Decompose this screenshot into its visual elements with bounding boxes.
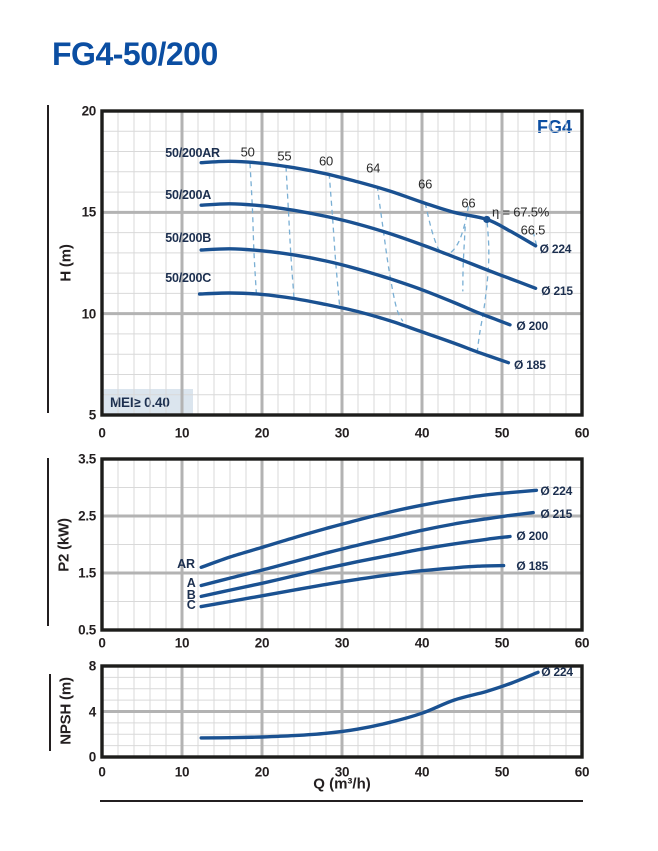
plot-border <box>100 664 584 759</box>
curve-label: 50/200C <box>165 270 212 285</box>
plot-border <box>100 457 584 632</box>
x-tick-label: 30 <box>334 425 350 441</box>
efficiency-label: 66 <box>461 195 476 211</box>
pump-curve <box>199 247 512 327</box>
efficiency-label: 60 <box>318 153 334 169</box>
x-tick-label: 50 <box>494 425 510 441</box>
chart-brand-label: FG4 <box>536 117 572 137</box>
diameter-label: Ø 224 <box>539 242 572 257</box>
x-tick-label: 0 <box>98 425 106 441</box>
bottom-divider-rule <box>100 800 583 802</box>
diameter-label: Ø 224 <box>540 483 573 498</box>
pump-curve <box>199 534 512 599</box>
efficiency-curve <box>376 185 404 322</box>
q-axis-title: Q (m³/h) <box>313 775 371 793</box>
plot-border <box>100 109 584 417</box>
x-tick-label: 20 <box>254 764 270 780</box>
x-tick-label: 10 <box>174 635 190 651</box>
efficiency-label: 64 <box>366 160 381 176</box>
efficiency-label: 66.5 <box>520 222 546 238</box>
p2-axis-side-rule <box>47 458 49 626</box>
y-tick-label: 3.5 <box>78 451 96 467</box>
y-tick-label: 4 <box>88 704 97 719</box>
x-tick-label: 60 <box>574 764 590 780</box>
y-tick-label: 5 <box>88 407 97 423</box>
x-tick-label: 50 <box>494 764 510 780</box>
x-tick-label: 30 <box>334 764 350 780</box>
x-tick-label: 20 <box>254 425 270 441</box>
y-tick-label: 1.5 <box>78 565 96 581</box>
y-tick-label: 20 <box>81 103 97 119</box>
pump-curve <box>199 488 539 569</box>
y-tick-label: 8 <box>88 658 97 674</box>
x-tick-label: 50 <box>494 635 510 651</box>
y-tick-label: 2.5 <box>78 508 96 524</box>
pump-curve <box>197 291 511 365</box>
efficiency-curve <box>476 222 490 353</box>
efficiency-curve <box>424 203 470 255</box>
efficiency-curve <box>532 231 538 245</box>
x-tick-label: 40 <box>414 764 430 780</box>
y-tick-label: 0 <box>88 749 97 765</box>
y-tick-label: 10 <box>81 306 97 322</box>
diameter-label: Ø 200 <box>516 528 549 543</box>
curve-label: B <box>186 587 196 602</box>
x-tick-label: 30 <box>334 635 350 651</box>
diameter-label: Ø 215 <box>540 506 573 521</box>
x-tick-label: 0 <box>98 635 106 651</box>
efficiency-curve <box>328 173 341 306</box>
efficiency-curve <box>462 226 466 292</box>
x-tick-label: 20 <box>254 635 270 651</box>
efficiency-curve <box>249 163 258 295</box>
curve-label: AR <box>177 556 195 571</box>
bep-dot <box>483 215 491 224</box>
efficiency-label: 50 <box>240 144 255 160</box>
x-tick-label: 40 <box>414 425 430 441</box>
x-tick-label: 60 <box>574 635 590 651</box>
y-tick-label: 0.5 <box>78 622 96 638</box>
npsh-axis-side-rule <box>49 674 51 751</box>
diameter-label: Ø 185 <box>514 357 546 372</box>
efficiency-label: 66 <box>418 176 433 192</box>
pump-curve <box>199 202 538 290</box>
diameter-label: Ø 185 <box>516 559 549 574</box>
pump-curve <box>199 563 506 609</box>
efficiency-curve <box>285 166 295 298</box>
x-tick-label: 10 <box>174 764 190 780</box>
x-tick-label: 40 <box>414 635 430 651</box>
curve-label: 50/200B <box>165 231 212 246</box>
curve-label: C <box>186 598 196 613</box>
mei-badge: MEI≥ 0.40 <box>104 389 193 416</box>
pump-curve <box>199 670 540 740</box>
curve-label: A <box>186 575 196 590</box>
diameter-label: Ø 200 <box>516 319 549 334</box>
x-tick-label: 60 <box>574 425 590 441</box>
curve-label: 50/200A <box>165 188 212 203</box>
diameter-label: Ø 215 <box>541 283 573 298</box>
h-axis-side-rule <box>47 105 49 413</box>
efficiency-label: 55 <box>277 148 292 164</box>
pump-curve <box>199 510 535 588</box>
y-tick-label: 15 <box>81 204 97 220</box>
curve-label: 50/200AR <box>165 146 220 161</box>
diameter-label: Ø 224 <box>541 665 573 680</box>
x-tick-label: 10 <box>174 425 190 441</box>
x-tick-label: 0 <box>98 764 106 780</box>
page-title: FG4-50/200 <box>52 36 218 72</box>
efficiency-label: η = 67.5% <box>492 204 550 220</box>
